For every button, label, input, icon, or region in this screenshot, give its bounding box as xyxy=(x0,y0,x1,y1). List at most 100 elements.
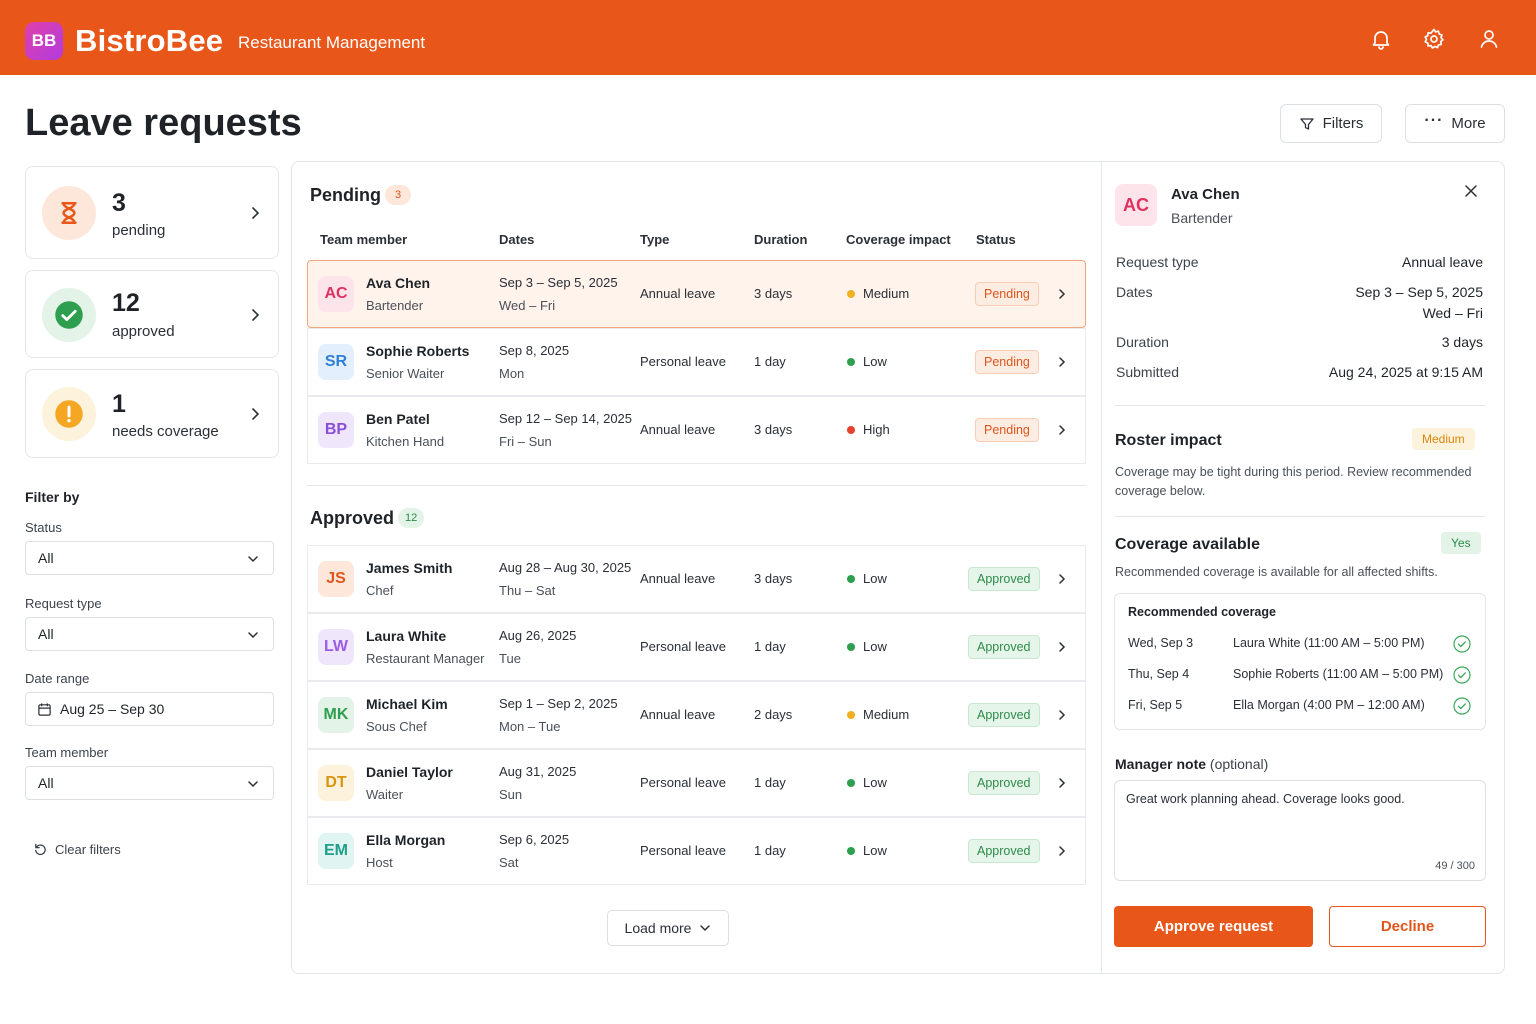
hourglass-icon xyxy=(42,186,96,240)
stat-card-needs-coverage[interactable]: 1 needs coverage xyxy=(25,369,279,458)
roster-impact-description: Coverage may be tight during this period… xyxy=(1115,463,1471,501)
chevron-right-icon[interactable] xyxy=(1056,288,1068,300)
coverage-impact: High xyxy=(863,422,890,437)
approved-section-title: Approved xyxy=(310,508,395,528)
status-badge: Pending xyxy=(975,350,1039,374)
coverage-impact: Low xyxy=(863,843,887,858)
filters-button[interactable]: Filters xyxy=(1280,104,1382,143)
logo-badge[interactable]: BB xyxy=(25,22,63,60)
dates-label: Dates xyxy=(1116,284,1153,300)
request-type-filter-label: Request type xyxy=(25,596,102,611)
chevron-down-icon xyxy=(248,632,258,639)
status-badge: Approved xyxy=(968,703,1040,727)
status-badge: Pending xyxy=(975,282,1039,306)
coverage-staff: Sophie Roberts (11:00 AM – 5:00 PM) xyxy=(1233,667,1444,681)
section-divider xyxy=(307,485,1086,486)
duration: 1 day xyxy=(754,639,786,654)
member-role: Bartender xyxy=(366,298,424,313)
stat-card-pending[interactable]: 3 pending xyxy=(25,166,279,259)
leave-type: Personal leave xyxy=(640,775,726,790)
top-bar: BB BistroBee Restaurant Management xyxy=(0,0,1536,75)
date-days: Sat xyxy=(499,855,519,870)
date-range: Aug 31, 2025 xyxy=(499,764,577,779)
table-row[interactable] xyxy=(307,749,1086,817)
member-name: Michael Kim xyxy=(366,696,448,712)
leave-type: Annual leave xyxy=(640,571,716,586)
status-badge: Approved xyxy=(968,771,1040,795)
date-range-input[interactable]: Aug 25 – Sep 30 xyxy=(25,692,274,726)
member-role: Senior Waiter xyxy=(366,366,445,381)
request-type-select[interactable]: All xyxy=(25,617,274,651)
check-circle-icon xyxy=(1453,666,1471,684)
chevron-right-icon xyxy=(252,309,260,321)
coverage-day: Wed, Sep 3 xyxy=(1128,636,1194,650)
table-row[interactable] xyxy=(307,681,1086,749)
date-range: Sep 8, 2025 xyxy=(499,343,570,358)
table-row[interactable] xyxy=(307,396,1086,464)
table-row[interactable] xyxy=(307,545,1086,613)
manager-note-value: Great work planning ahead. Coverage look… xyxy=(1126,792,1405,806)
load-more-button[interactable]: Load more xyxy=(607,910,729,946)
check-circle-icon xyxy=(1453,635,1471,653)
bell-icon[interactable] xyxy=(1369,27,1393,51)
avatar: MK xyxy=(318,697,354,733)
date-range: Sep 1 – Sep 2, 2025 xyxy=(499,696,618,711)
column-header-type: Type xyxy=(640,232,670,247)
stat-value: 3 xyxy=(112,189,126,217)
table-row[interactable] xyxy=(307,260,1086,328)
chevron-right-icon xyxy=(252,207,260,219)
chevron-down-icon xyxy=(700,925,711,932)
status-select[interactable]: All xyxy=(25,541,274,575)
chevron-right-icon[interactable] xyxy=(1056,424,1068,436)
date-range: Sep 3 – Sep 5, 2025 xyxy=(499,275,618,290)
table-row[interactable] xyxy=(307,817,1086,885)
detail-avatar: AC xyxy=(1115,184,1157,226)
stat-card-approved[interactable]: 12 approved xyxy=(25,270,279,358)
check-circle-icon xyxy=(42,288,96,342)
coverage-staff: Laura White (11:00 AM – 5:00 PM) xyxy=(1233,636,1425,650)
user-icon[interactable] xyxy=(1477,27,1501,51)
calendar-icon xyxy=(38,702,51,716)
gear-icon[interactable] xyxy=(1422,27,1446,51)
chevron-right-icon[interactable] xyxy=(1056,845,1068,857)
chevron-right-icon[interactable] xyxy=(1056,709,1068,721)
close-icon[interactable] xyxy=(1464,184,1478,198)
member-name: Ella Morgan xyxy=(366,832,446,848)
manager-note-textarea[interactable]: Great work planning ahead. Coverage look… xyxy=(1114,780,1486,881)
team-member-select[interactable]: All xyxy=(25,766,274,800)
member-role: Waiter xyxy=(366,787,404,802)
pending-section-title: Pending xyxy=(310,185,381,205)
chevron-right-icon[interactable] xyxy=(1056,356,1068,368)
avatar: BP xyxy=(318,412,354,448)
manager-note-optional: (optional) xyxy=(1209,756,1269,772)
more-button[interactable]: ··· More xyxy=(1405,104,1505,143)
chevron-right-icon[interactable] xyxy=(1056,777,1068,789)
request-type-value: Annual leave xyxy=(1402,254,1483,270)
recommended-coverage-title: Recommended coverage xyxy=(1128,605,1276,619)
approve-request-button[interactable]: Approve request xyxy=(1114,906,1313,947)
more-dots-icon: ··· xyxy=(1424,111,1444,129)
chevron-right-icon[interactable] xyxy=(1056,641,1068,653)
brand-name[interactable]: BistroBee xyxy=(75,23,224,58)
load-more-label: Load more xyxy=(624,920,692,936)
stat-label: approved xyxy=(112,323,175,340)
column-header-dates: Dates xyxy=(499,232,535,247)
clear-filters-button[interactable]: Clear filters xyxy=(33,842,121,857)
duration: 3 days xyxy=(754,571,793,586)
chevron-right-icon[interactable] xyxy=(1056,573,1068,585)
column-header-team-member: Team member xyxy=(320,232,408,247)
leave-type: Personal leave xyxy=(640,354,726,369)
stat-value: 1 xyxy=(112,390,126,418)
duration: 2 days xyxy=(754,707,793,722)
reset-icon xyxy=(35,843,46,856)
coverage-day: Fri, Sep 5 xyxy=(1128,698,1183,712)
member-name: Ben Patel xyxy=(366,411,430,427)
stat-label: pending xyxy=(112,222,166,239)
decline-button[interactable]: Decline xyxy=(1329,906,1486,947)
duration: 1 day xyxy=(754,775,786,790)
avatar: LW xyxy=(318,629,354,665)
detail-divider xyxy=(1115,405,1485,406)
table-row[interactable] xyxy=(307,613,1086,681)
table-row[interactable] xyxy=(307,328,1086,396)
check-circle-icon xyxy=(1453,697,1471,715)
